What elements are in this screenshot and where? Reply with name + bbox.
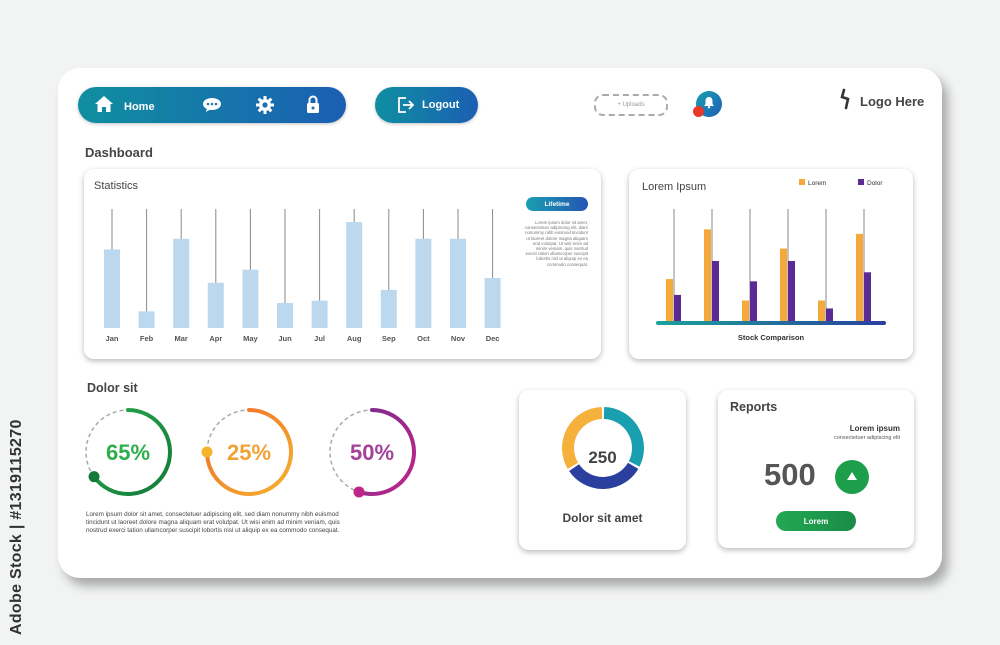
notification-dot (693, 106, 704, 117)
bar-dolor-5 (826, 308, 833, 322)
gauge-label: 25% (227, 440, 271, 465)
percentage-gauges: 65% 25% 50% (85, 408, 416, 498)
bar-jan (104, 249, 120, 328)
donut-chart (562, 407, 644, 489)
dolor-sit-title: Dolor sit (87, 381, 138, 395)
tick-label-jun: Jun (278, 334, 292, 343)
tick-label-mar: Mar (175, 334, 188, 343)
legend-label-lorem: Lorem (808, 180, 826, 187)
tick-label-aug: Aug (347, 334, 362, 343)
bar-apr (207, 282, 224, 328)
gauge-label: 65% (106, 440, 150, 465)
bar-dolor-2 (712, 260, 719, 322)
uploads-label: + Uploads (617, 102, 645, 108)
dashboard-card: Home Logout + Uploads Logo Here Dashboa (58, 68, 942, 578)
tick-label-feb: Feb (140, 334, 154, 343)
legend-label-dolor: Dolor (867, 180, 883, 187)
bar-lorem-6 (856, 233, 863, 322)
page-title: Dashboard (85, 145, 153, 160)
bar-dolor-4 (788, 260, 795, 322)
logo-mark-icon (840, 88, 854, 115)
gauge-knob (201, 446, 213, 458)
lock-icon[interactable] (306, 95, 320, 119)
bar-lorem-4 (780, 248, 787, 322)
bar-jun (277, 303, 293, 328)
donut-title: Dolor sit amet (562, 511, 643, 525)
chart-baseline (656, 321, 886, 325)
gauge-knob (88, 471, 100, 483)
tick-label-jul: Jul (314, 334, 325, 343)
tick-label-nov: Nov (451, 334, 466, 343)
reports-caption: consectetuer adipiscing elit (833, 435, 900, 441)
tick-label-sep: Sep (382, 334, 396, 343)
donut-segment-3 (562, 407, 603, 469)
home-icon (94, 95, 114, 118)
donut-value: 250 (588, 448, 617, 467)
reports-value: 500 (764, 457, 816, 492)
stock-watermark-text: Adobe Stock | #1319115270 (8, 419, 25, 635)
uploads-button[interactable]: + Uploads (594, 94, 668, 116)
reports-subheading: Lorem ipsum consectetuer adipiscing elit (834, 424, 900, 441)
home-label: Home (124, 100, 155, 113)
lifetime-note: Lorem ipsum dolor sit amet, consectetuer… (524, 220, 588, 267)
tick-label-dec: Dec (486, 334, 500, 343)
statistics-chart: Jan Feb Mar Apr May Jun Jul Aug Sep Oct Nov Dec (104, 209, 501, 343)
donut-segment-2 (569, 462, 639, 489)
bar-lorem-5 (818, 300, 825, 322)
bar-mar (173, 238, 190, 328)
legend-swatch-lorem (799, 179, 805, 185)
chat-icon[interactable] (202, 97, 222, 118)
logo: Logo Here (840, 88, 924, 115)
bar-lorem-3 (742, 300, 749, 322)
dolor-sit-paragraph: Lorem ipsum dolor sit amet, consectetuer… (86, 511, 340, 534)
triangle-up-icon (846, 468, 858, 486)
gauge-arc (205, 408, 293, 496)
gauge-arc (357, 408, 416, 496)
bar-lorem-2 (704, 229, 711, 322)
bar-nov (450, 238, 466, 328)
bar-dolor-6 (864, 272, 871, 322)
bar-may (242, 269, 259, 328)
statistics-panel: Statistics Lifetime Lorem ipsum dolor si… (84, 169, 601, 359)
bar-dolor-3 (750, 281, 757, 322)
tick-label-jan: Jan (106, 334, 119, 343)
bar-sep (380, 289, 397, 328)
legend-swatch-dolor (858, 179, 864, 185)
reports-title: Reports (730, 400, 778, 414)
tick-label-apr: Apr (209, 334, 222, 343)
logout-button[interactable]: Logout (375, 87, 478, 123)
tick-label-may: May (243, 334, 258, 343)
bar-jul (311, 300, 328, 328)
stock-comparison-caption: Stock Comparison (737, 333, 805, 342)
main-nav: Home (78, 87, 346, 123)
donut-panel: 250 Dolor sit amet (519, 390, 686, 550)
bar-lorem-1 (666, 279, 673, 322)
gauge-arc (92, 408, 172, 496)
stock-comparison-chart: Lorem Dolor (656, 179, 886, 325)
donut-segment-1 (603, 407, 644, 467)
gauge-label: 50% (350, 440, 394, 465)
reports-lorem-button[interactable]: Lorem (776, 511, 856, 531)
bar-feb (138, 311, 155, 328)
bar-dolor-1 (674, 294, 681, 322)
reports-subtitle: Lorem ipsum (849, 424, 900, 433)
bar-dec (484, 278, 501, 328)
bar-oct (415, 238, 432, 328)
gear-icon[interactable] (255, 95, 275, 120)
notifications-button[interactable] (693, 91, 722, 117)
logo-text: Logo Here (860, 94, 925, 109)
lifetime-button[interactable]: Lifetime (526, 197, 588, 211)
trend-up-button[interactable] (835, 460, 869, 494)
logout-label: Logout (422, 99, 460, 111)
bar-aug (346, 222, 363, 328)
bell-icon (702, 95, 716, 114)
logout-icon (397, 96, 415, 119)
tick-label-oct: Oct (417, 334, 430, 343)
lorem-ipsum-panel: Lorem Ipsum Lorem Dolor Stock Comparison (629, 169, 913, 359)
reports-panel: Reports Lorem ipsum consectetuer adipisc… (718, 390, 914, 548)
nav-home[interactable]: Home (94, 95, 155, 118)
gauge-knob (353, 486, 365, 498)
lorem-ipsum-title: Lorem Ipsum (642, 181, 707, 193)
statistics-title: Statistics (94, 180, 139, 192)
